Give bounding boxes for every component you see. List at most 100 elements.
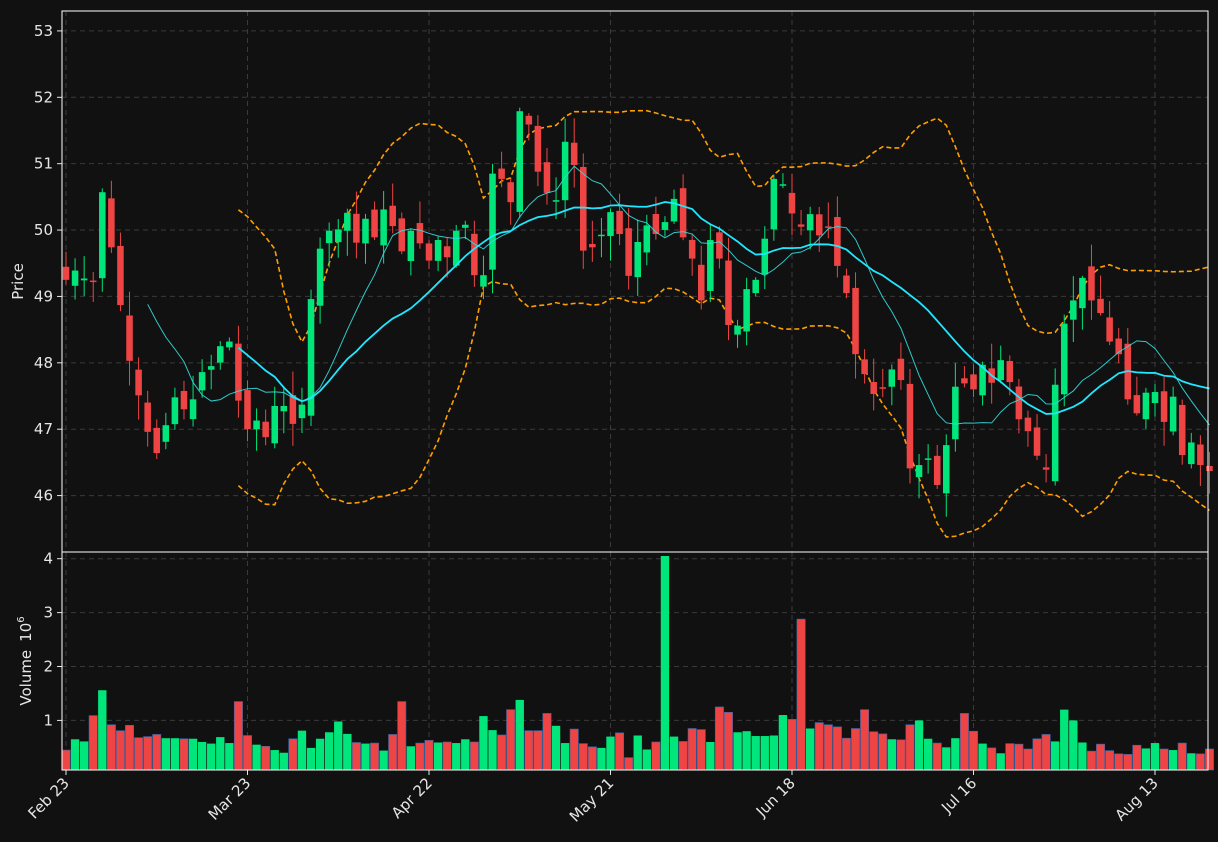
volume-bar xyxy=(778,715,788,770)
volume-bar xyxy=(805,728,815,770)
volume-tick-label: 2 xyxy=(43,658,53,676)
candle-body xyxy=(815,214,823,236)
volume-bar xyxy=(288,738,298,771)
volume-axis-title: Volume 106 xyxy=(16,616,35,705)
candle-body xyxy=(62,266,70,280)
candle-body xyxy=(153,427,161,454)
volume-y-axis: 1 2 3 4 xyxy=(43,550,62,729)
volume-bar xyxy=(106,724,116,771)
candle-body xyxy=(443,246,451,258)
candle-body xyxy=(1051,384,1059,482)
candle-body xyxy=(244,390,251,430)
volume-bar xyxy=(615,732,625,771)
candle-body xyxy=(752,279,759,294)
candle-body xyxy=(697,264,705,301)
x-tick-label: May 21 xyxy=(566,774,618,826)
volume-bar xyxy=(1168,750,1178,770)
x-tick-label: Jul 16 xyxy=(937,774,980,817)
candle-body xyxy=(598,234,605,237)
volume-bar xyxy=(515,699,524,770)
candle-body xyxy=(534,125,542,172)
volume-axis-exponent-power: 6 xyxy=(16,616,27,622)
candlesticks xyxy=(62,107,1213,517)
volume-tick-label: 4 xyxy=(43,550,53,568)
candle-body xyxy=(580,166,587,251)
volume-bar xyxy=(633,735,642,770)
candle-body xyxy=(89,280,97,283)
candle-body xyxy=(888,369,896,387)
candle-body xyxy=(489,173,496,270)
candle-body xyxy=(933,455,941,485)
price-y-axis: 46 47 48 49 50 51 52 53 xyxy=(34,22,62,505)
candle-body xyxy=(452,230,460,266)
candle-body xyxy=(398,218,406,252)
candle-body xyxy=(1060,323,1068,395)
volume-bar xyxy=(987,747,997,771)
candle-body xyxy=(1042,467,1050,470)
volume-bar xyxy=(442,741,452,771)
candle-body xyxy=(298,404,306,419)
volume-bar xyxy=(823,724,833,771)
candle-body xyxy=(679,188,687,238)
candle-body xyxy=(217,346,224,363)
price-axis-title: Price xyxy=(9,263,27,300)
candle-body xyxy=(1088,266,1095,301)
candle-body xyxy=(1206,465,1213,472)
volume-bar xyxy=(134,737,144,771)
candle-body xyxy=(552,200,560,202)
candle-body xyxy=(997,360,1004,381)
candle-body xyxy=(970,374,977,390)
volume-bar xyxy=(959,713,969,771)
candle-body xyxy=(616,210,623,235)
volume-bar xyxy=(669,736,679,770)
price-tick-label: 49 xyxy=(34,287,53,305)
volume-bar xyxy=(597,747,606,770)
ma10-line xyxy=(147,165,1210,426)
bollinger-upper-line xyxy=(237,109,1210,344)
x-tick-label: Feb 23 xyxy=(24,774,72,822)
candle-body xyxy=(108,198,115,248)
candle-body xyxy=(1169,396,1177,432)
candle-body xyxy=(371,209,378,238)
volume-bar xyxy=(1096,743,1106,771)
candle-body xyxy=(71,270,79,286)
volume-bar xyxy=(978,743,987,770)
volume-bar xyxy=(569,728,579,771)
volume-bar xyxy=(714,706,724,771)
volume-bar xyxy=(1051,741,1060,770)
volume-bar xyxy=(306,747,316,770)
price-tick-label: 51 xyxy=(34,155,53,173)
volume-bar xyxy=(932,742,942,771)
candle-body xyxy=(507,182,514,203)
candle-body xyxy=(834,217,841,266)
volume-bar xyxy=(397,701,407,771)
candle-body xyxy=(861,359,868,375)
bollinger-lower-line xyxy=(237,280,1210,538)
candle-body xyxy=(1015,386,1023,420)
volume-bar xyxy=(98,690,107,770)
volume-bar xyxy=(488,730,497,770)
volume-frame xyxy=(61,551,1209,771)
candle-body xyxy=(589,243,596,248)
volume-bar xyxy=(660,556,670,770)
candle-body xyxy=(1188,442,1195,465)
volume-bar xyxy=(88,715,98,771)
moving-averages xyxy=(147,165,1210,426)
volume-bar xyxy=(1023,748,1033,771)
volume-bar xyxy=(905,724,915,771)
candle-body xyxy=(852,287,859,355)
volume-bar xyxy=(769,735,779,770)
candle-body xyxy=(180,390,188,410)
candle-body xyxy=(797,224,805,227)
candle-body xyxy=(1106,317,1113,342)
volume-bar xyxy=(1014,743,1024,771)
candle-body xyxy=(906,383,914,469)
volume-bar xyxy=(61,749,71,771)
volume-bar xyxy=(696,729,706,771)
volume-tick-label: 1 xyxy=(43,711,53,729)
volume-bar xyxy=(751,736,760,770)
candle-body xyxy=(670,198,678,222)
price-tick-label: 53 xyxy=(34,22,53,40)
candle-body xyxy=(1097,298,1104,314)
volume-bar xyxy=(197,741,207,770)
